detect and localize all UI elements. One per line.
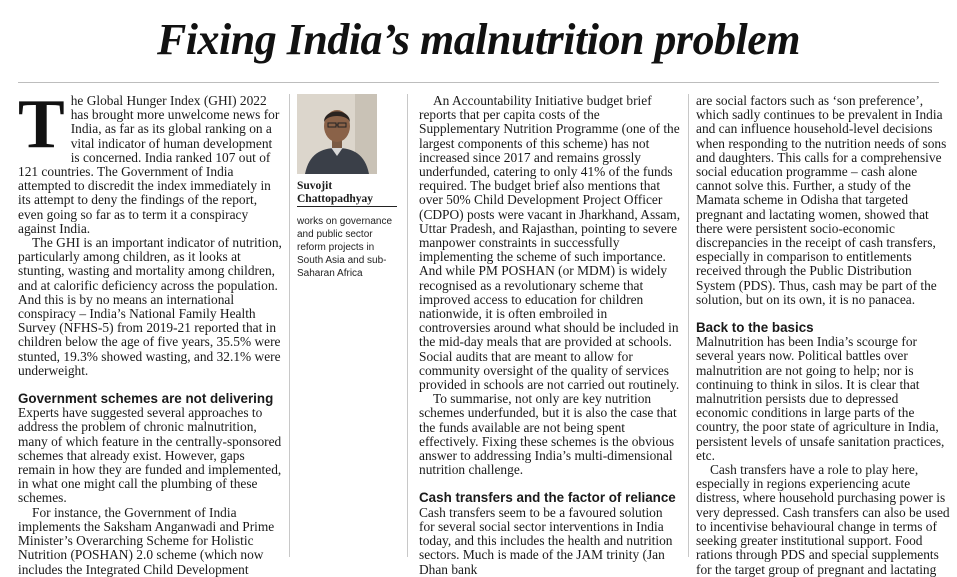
column-divider: [407, 94, 408, 557]
subheading-back-to-basics: Back to the basics: [696, 320, 814, 336]
author-bio: works on governance and public sector re…: [297, 216, 393, 279]
paragraph: An Accountability Initiative budget brie…: [419, 93, 681, 393]
drop-cap: T: [18, 86, 65, 163]
paragraph: To summarise, not only are key nutrition…: [419, 391, 677, 478]
article-column-3: are social factors such as ‘son preferen…: [696, 93, 952, 577]
paragraph: Cash transfers seem to be a favoured sol…: [419, 504, 673, 577]
headline-rule: [18, 82, 939, 83]
subheading-cash-transfers: Cash transfers and the factor of relianc…: [419, 490, 676, 506]
column-divider: [688, 94, 689, 557]
paragraph: Malnutrition has been India’s scourge fo…: [696, 334, 945, 463]
paragraph: he Global Hunger Index (GHI) 2022 has br…: [18, 93, 280, 236]
author-photo: [297, 94, 377, 174]
column-divider: [289, 94, 290, 557]
subheading-government-schemes: Government schemes are not delivering: [18, 391, 274, 407]
author-portrait-image: [297, 94, 377, 174]
paragraph: Cash transfers have a role to play here,…: [696, 462, 950, 577]
paragraph: For instance, the Government of India im…: [18, 504, 275, 577]
paragraph: Experts have suggested several approache…: [18, 405, 282, 506]
paragraph: are social factors such as ‘son preferen…: [696, 93, 947, 307]
author-box: Suvojit Chattopadhyay works on governanc…: [297, 94, 397, 280]
article-column-2: An Accountability Initiative budget brie…: [419, 93, 681, 577]
author-name: Suvojit Chattopadhyay: [297, 180, 397, 207]
paragraph: The GHI is an important indicator of nut…: [18, 235, 282, 378]
headline: Fixing India’s malnutrition problem: [156, 15, 801, 64]
article-column-1: T he Global Hunger Index (GHI) 2022 has …: [18, 86, 282, 577]
